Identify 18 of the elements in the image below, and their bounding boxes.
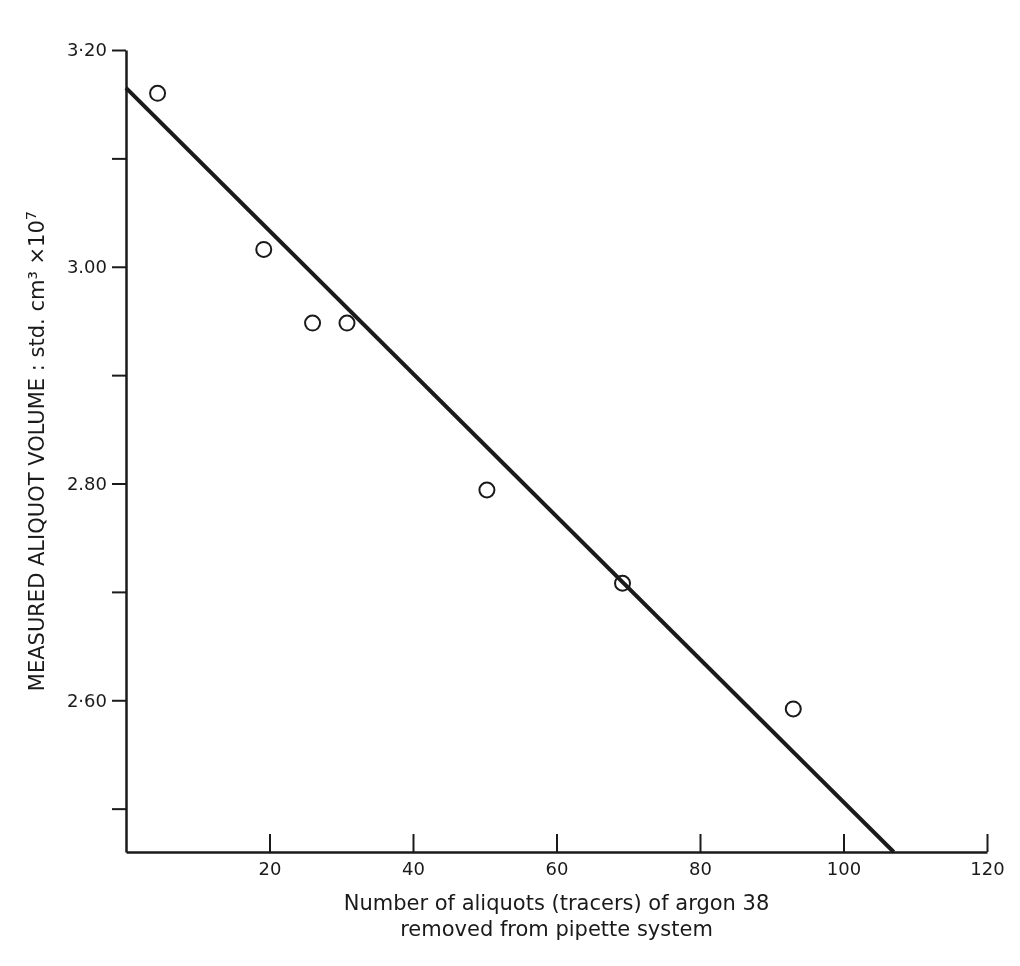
x-tick-label: 120 — [970, 857, 1005, 879]
point — [478, 481, 496, 499]
y-tick-label: 2.80 — [66, 472, 107, 494]
x-tick-label: 20 — [258, 857, 282, 879]
x-tick-label: 40 — [402, 857, 425, 879]
point — [304, 314, 322, 332]
point — [255, 240, 273, 258]
x-tick-label: 80 — [689, 857, 712, 879]
point — [338, 314, 356, 332]
x-tick-label: 100 — [826, 857, 862, 879]
point — [784, 700, 802, 718]
x-tick-label: 60 — [545, 857, 569, 879]
y-tick-label: 3.00 — [66, 256, 107, 278]
point — [614, 574, 632, 592]
y-tick-label: 2·60 — [66, 689, 107, 711]
x-axis-title: Number of aliquots (tracers) of argon 38 removed from pipette system — [343, 891, 770, 941]
y-tick-label: 3·20 — [66, 39, 107, 61]
point — [149, 84, 167, 102]
